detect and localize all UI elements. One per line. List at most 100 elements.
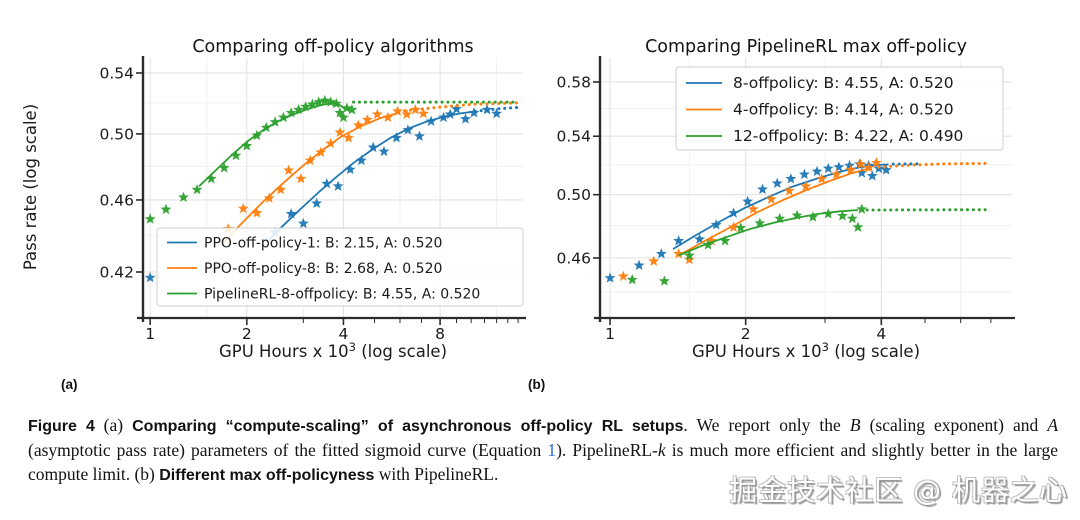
scatter-point xyxy=(798,168,810,180)
caption-segment: (scaling exponent) and xyxy=(860,415,1048,435)
scatter-point xyxy=(414,130,425,141)
scatter-point xyxy=(343,132,354,143)
caption-segment: Figure 4 xyxy=(28,418,95,435)
y-tick-label: 0.42 xyxy=(99,263,134,281)
scatter-point xyxy=(378,145,390,157)
asymptote-dotted-line xyxy=(403,101,519,113)
scatter-point xyxy=(833,161,845,172)
scatter-point xyxy=(352,119,364,130)
legend-entry: 8-offpolicy: B: 4.55, A: 0.520 xyxy=(686,74,954,92)
chart-title: Comparing PipelineRL max off-policy xyxy=(645,37,967,57)
scatter-point xyxy=(856,167,868,178)
scatter-point xyxy=(344,163,356,175)
scatter-point xyxy=(178,191,189,202)
chart-panel-b: 1 2 4 0.46 0.50 0.54 0.58 Comparing PipelineRL … xyxy=(556,37,1015,361)
asymptote-dotted-line xyxy=(877,161,987,169)
scatter-point xyxy=(160,203,172,215)
legend: 8-offpolicy: B: 4.55, A: 0.520 4-offpolic… xyxy=(675,66,1004,151)
scatter-point xyxy=(444,108,456,119)
scatter-point xyxy=(409,104,421,115)
scatter-point xyxy=(382,111,394,123)
caption-segment: Different max off-policyness xyxy=(159,466,375,484)
scatter-point xyxy=(846,212,858,224)
scatter-point xyxy=(785,173,797,184)
scatter-point xyxy=(311,197,323,209)
scatter-point xyxy=(306,98,318,109)
scatter-point xyxy=(852,221,864,232)
watermark: 掘金技术社区 @ 机器之心 xyxy=(729,474,1068,507)
scatter-point xyxy=(822,162,834,174)
x-axis-label: GPU Hours x 103 (log scale) xyxy=(692,340,920,361)
chart-panel-a: 1 2 4 8 0.42 0.46 0.50 0.54 Comparing off-policy… xyxy=(21,37,526,361)
legend-entry: PPO-off-policy-1: B: 2.15, A: 0.520 xyxy=(167,236,442,252)
scatter-point xyxy=(391,132,402,143)
series xyxy=(222,101,519,243)
scatter-point xyxy=(295,173,307,184)
scatter-point xyxy=(355,154,367,166)
scatter-point xyxy=(263,192,275,203)
scatter-point xyxy=(617,270,629,281)
scatter-point xyxy=(845,164,857,175)
scatter-point xyxy=(783,185,795,196)
scatter-point xyxy=(468,107,480,118)
scatter-point xyxy=(332,180,344,191)
scatter-point xyxy=(683,249,695,261)
caption-segment: (asymptotic pass rate) parameters of the… xyxy=(28,439,548,460)
scatter-point xyxy=(334,107,346,118)
series xyxy=(144,94,519,224)
legend-box xyxy=(156,227,524,307)
scatter-point xyxy=(673,248,685,259)
scatter-point xyxy=(816,173,828,184)
figure-caption: Figure 4 (a) Comparing “compute-scaling”… xyxy=(28,414,1058,487)
scatter-point xyxy=(863,162,875,173)
scatter-point xyxy=(658,275,670,286)
scatter-point xyxy=(313,96,325,107)
scatter-point xyxy=(800,180,812,191)
scatter-point xyxy=(626,274,638,285)
scatter-point xyxy=(425,115,437,126)
legend-label: 4-offpolicy: B: 4.14, A: 0.520 xyxy=(733,101,954,119)
chart-title: Comparing off-policy algorithms xyxy=(192,37,473,57)
scatter-point xyxy=(293,104,305,115)
scatter-point xyxy=(315,146,327,157)
scatter-point xyxy=(757,183,768,194)
scatter-point xyxy=(346,104,358,115)
caption-segment: . We report only the xyxy=(683,415,850,435)
y-tick-label: 0.46 xyxy=(556,249,591,267)
scatter-point xyxy=(361,114,373,125)
scatter-point xyxy=(694,233,705,244)
legend-box xyxy=(675,66,1004,151)
x-tick-label: 1 xyxy=(145,325,155,343)
scatter-point xyxy=(719,235,731,246)
scatter-point xyxy=(765,193,777,204)
scatter-point xyxy=(325,137,337,149)
scatter-point xyxy=(285,208,297,219)
caption-segment: k xyxy=(657,439,666,460)
scatter-point xyxy=(742,195,754,207)
scatter-point xyxy=(747,203,759,214)
scatter-point xyxy=(277,111,289,123)
scatter-point xyxy=(304,154,316,166)
y-tick-label: 0.46 xyxy=(99,191,134,209)
legend: PPO-off-policy-1: B: 2.15, A: 0.520 PPO-o… xyxy=(156,227,524,307)
scatter-point xyxy=(218,162,230,173)
subfigure-label-b: (b) xyxy=(528,377,546,392)
scatter-point xyxy=(655,248,667,259)
scatter-point xyxy=(321,178,333,189)
scatter-point xyxy=(706,235,717,246)
legend-label: 12-offpolicy: B: 4.22, A: 0.490 xyxy=(733,127,963,145)
scatter-point xyxy=(822,208,834,219)
caption-segment: A xyxy=(1047,415,1059,435)
fit-curve xyxy=(223,111,401,243)
y-tick-label: 0.58 xyxy=(556,73,591,91)
scatter-point xyxy=(275,183,287,195)
x-tick-label: 4 xyxy=(339,325,349,343)
scatter-point xyxy=(880,164,892,175)
scatter-point xyxy=(837,210,848,221)
equation-link[interactable]: 1 xyxy=(547,439,557,460)
legend-entry: PipelineRL-8-offpolicy: B: 4.55, A: 0.52… xyxy=(167,287,480,303)
scatter-point xyxy=(774,212,786,224)
scatter-point xyxy=(710,219,722,230)
scatter-point xyxy=(251,207,263,218)
